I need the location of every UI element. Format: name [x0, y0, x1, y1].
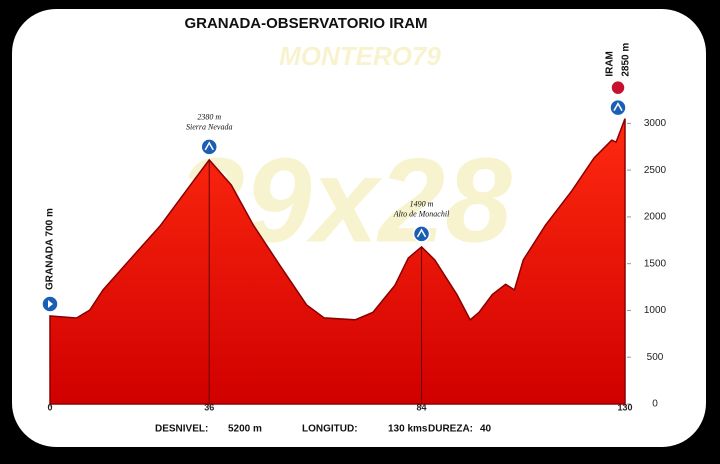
climb-icon-mark — [416, 228, 427, 238]
footer-label: DUREZA: — [428, 424, 473, 435]
footer-value: 40 — [480, 424, 492, 435]
footer-value: 5200 m — [228, 424, 262, 435]
annotation-name: Sierra Nevada — [186, 123, 232, 132]
y-tick-label: 3000 — [644, 118, 667, 129]
chart-title: GRANADA-OBSERVATORIO IRAM — [184, 15, 427, 32]
annotation-altitude: 1490 m — [410, 200, 434, 209]
y-tick-label: 1000 — [644, 305, 667, 316]
footer-label: DESNIVEL: — [155, 424, 208, 435]
watermark: MONTERO79 — [279, 41, 441, 71]
x-tick-label: 0 — [47, 402, 52, 412]
y-tick-label: 2000 — [644, 212, 667, 223]
climb-icon — [412, 225, 431, 243]
y-tick-label: 1500 — [644, 258, 667, 269]
end-label: IRAM — [605, 51, 616, 77]
climb-icon — [609, 98, 627, 117]
climb-icon-mark — [204, 141, 214, 151]
y-tick-label: 0 — [652, 399, 658, 410]
annotation-altitude: 2380 m — [197, 113, 221, 122]
climb-icon — [200, 138, 218, 156]
start-label: GRANADA 700 m — [45, 208, 56, 290]
footer-label: LONGITUD: — [302, 424, 358, 435]
elevation-area — [49, 118, 626, 405]
x-tick-label: 36 — [204, 402, 214, 412]
climb-icon-mark — [613, 102, 623, 112]
x-tick-label: 130 — [617, 402, 632, 412]
finish-icon — [610, 79, 626, 96]
y-tick-label: 500 — [647, 352, 664, 363]
annotation-name: Alto de Monachil — [393, 210, 450, 219]
footer-value: 130 kms — [388, 424, 428, 435]
x-tick-label: 84 — [417, 402, 427, 412]
end-label: 2850 m — [621, 43, 632, 77]
y-tick-label: 2500 — [644, 165, 667, 176]
start-icon-mark — [48, 299, 53, 308]
